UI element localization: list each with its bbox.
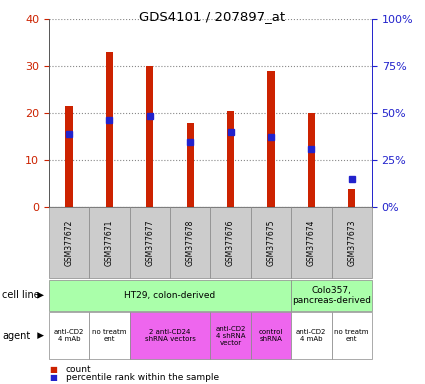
Text: HT29, colon-derived: HT29, colon-derived <box>125 291 215 300</box>
Text: GSM377675: GSM377675 <box>266 220 275 266</box>
Text: ■: ■ <box>49 372 57 382</box>
Text: GSM377678: GSM377678 <box>186 220 195 266</box>
Text: GSM377674: GSM377674 <box>307 220 316 266</box>
Text: ■: ■ <box>49 365 57 374</box>
Bar <box>308 113 315 207</box>
Bar <box>106 52 113 207</box>
Text: agent: agent <box>2 331 30 341</box>
Text: GSM377671: GSM377671 <box>105 220 114 266</box>
Text: no treatm
ent: no treatm ent <box>334 329 369 342</box>
Bar <box>348 189 355 207</box>
Text: percentile rank within the sample: percentile rank within the sample <box>66 372 219 382</box>
Bar <box>65 106 73 207</box>
Text: count: count <box>66 365 91 374</box>
Text: GDS4101 / 207897_at: GDS4101 / 207897_at <box>139 10 286 23</box>
Text: Colo357,
pancreas-derived: Colo357, pancreas-derived <box>292 286 371 305</box>
Text: control
shRNA: control shRNA <box>259 329 283 342</box>
Text: no treatm
ent: no treatm ent <box>92 329 127 342</box>
Bar <box>267 71 275 207</box>
Bar <box>227 111 234 207</box>
Text: GSM377672: GSM377672 <box>65 220 74 266</box>
Text: 2 anti-CD24
shRNA vectors: 2 anti-CD24 shRNA vectors <box>144 329 196 342</box>
Text: GSM377676: GSM377676 <box>226 220 235 266</box>
Bar <box>187 123 194 207</box>
Text: anti-CD2
4 shRNA
vector: anti-CD2 4 shRNA vector <box>215 326 246 346</box>
Text: GSM377677: GSM377677 <box>145 220 154 266</box>
Bar <box>146 66 153 207</box>
Text: anti-CD2
4 mAb: anti-CD2 4 mAb <box>296 329 326 342</box>
Text: cell line: cell line <box>2 290 40 300</box>
Text: GSM377673: GSM377673 <box>347 220 356 266</box>
Text: anti-CD2
4 mAb: anti-CD2 4 mAb <box>54 329 84 342</box>
